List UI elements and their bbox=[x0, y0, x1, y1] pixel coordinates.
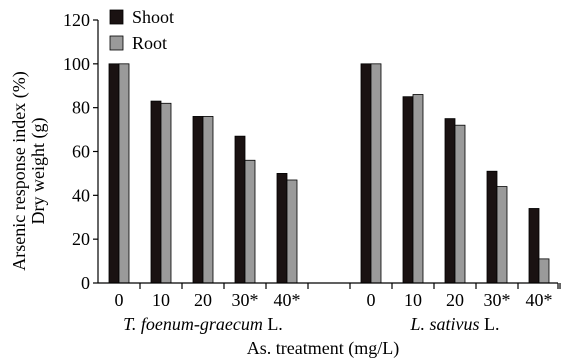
group-label-suffix: L. bbox=[263, 314, 283, 334]
bar-shoot bbox=[402, 96, 414, 284]
x-tick-label: 10 bbox=[404, 290, 422, 310]
y-tick-label: 120 bbox=[63, 10, 90, 30]
group-label: T. foenum-graecum L. bbox=[123, 314, 283, 334]
bar-shoot bbox=[234, 135, 246, 284]
x-axis-label: As. treatment (mg/L) bbox=[247, 338, 399, 359]
bar-shoot bbox=[486, 170, 498, 284]
legend-label-root: Root bbox=[132, 33, 167, 53]
y-tick-label: 40 bbox=[72, 185, 90, 205]
bar-root bbox=[412, 94, 424, 284]
bar-shoot bbox=[108, 63, 120, 284]
group-label-suffix: L. bbox=[480, 314, 500, 334]
bar-root bbox=[286, 179, 298, 284]
y-tick-label: 100 bbox=[63, 54, 90, 74]
plot-area bbox=[108, 63, 550, 284]
y-tick-label: 0 bbox=[81, 273, 90, 293]
bar-root bbox=[202, 116, 214, 284]
bar-root bbox=[538, 258, 550, 284]
bar-root bbox=[496, 186, 508, 284]
bar-root bbox=[370, 63, 382, 284]
group-label-species: T. foenum-graecum bbox=[123, 314, 263, 334]
x-tick-label: 10 bbox=[152, 290, 170, 310]
x-tick-label: 20 bbox=[446, 290, 464, 310]
group-label-species: L. sativus bbox=[409, 314, 479, 334]
bar-shoot bbox=[192, 116, 204, 284]
bar-root bbox=[118, 63, 130, 284]
legend-label-shoot: Shoot bbox=[132, 7, 174, 27]
bar-root bbox=[454, 124, 466, 284]
x-tick-label: 40* bbox=[526, 290, 553, 310]
x-tick-label: 40* bbox=[274, 290, 301, 310]
y-tick-label: 80 bbox=[72, 98, 90, 118]
x-tick-label: 0 bbox=[367, 290, 376, 310]
y-axis-label-line-2: Dry weight (g) bbox=[28, 118, 49, 225]
bar-shoot bbox=[444, 118, 456, 284]
x-tick-label: 30* bbox=[484, 290, 511, 310]
bar-shoot bbox=[150, 100, 162, 284]
y-axis-label-line-1: Arsenic response index (%) bbox=[9, 71, 30, 270]
legend: Shoot Root bbox=[109, 7, 174, 53]
group-label: L. sativus L. bbox=[409, 314, 499, 334]
y-tick-label: 60 bbox=[72, 142, 90, 162]
bar-shoot bbox=[360, 63, 372, 284]
legend-swatch-root bbox=[109, 35, 124, 51]
y-tick-label: 20 bbox=[72, 229, 90, 249]
bar-root bbox=[160, 102, 172, 284]
x-tick-label: 30* bbox=[232, 290, 259, 310]
legend-swatch-shoot bbox=[109, 9, 124, 25]
bar-shoot bbox=[528, 208, 540, 284]
x-tick-label: 20 bbox=[194, 290, 212, 310]
bar-root bbox=[244, 159, 256, 284]
bar-shoot bbox=[276, 173, 288, 284]
x-tick-label: 0 bbox=[115, 290, 124, 310]
